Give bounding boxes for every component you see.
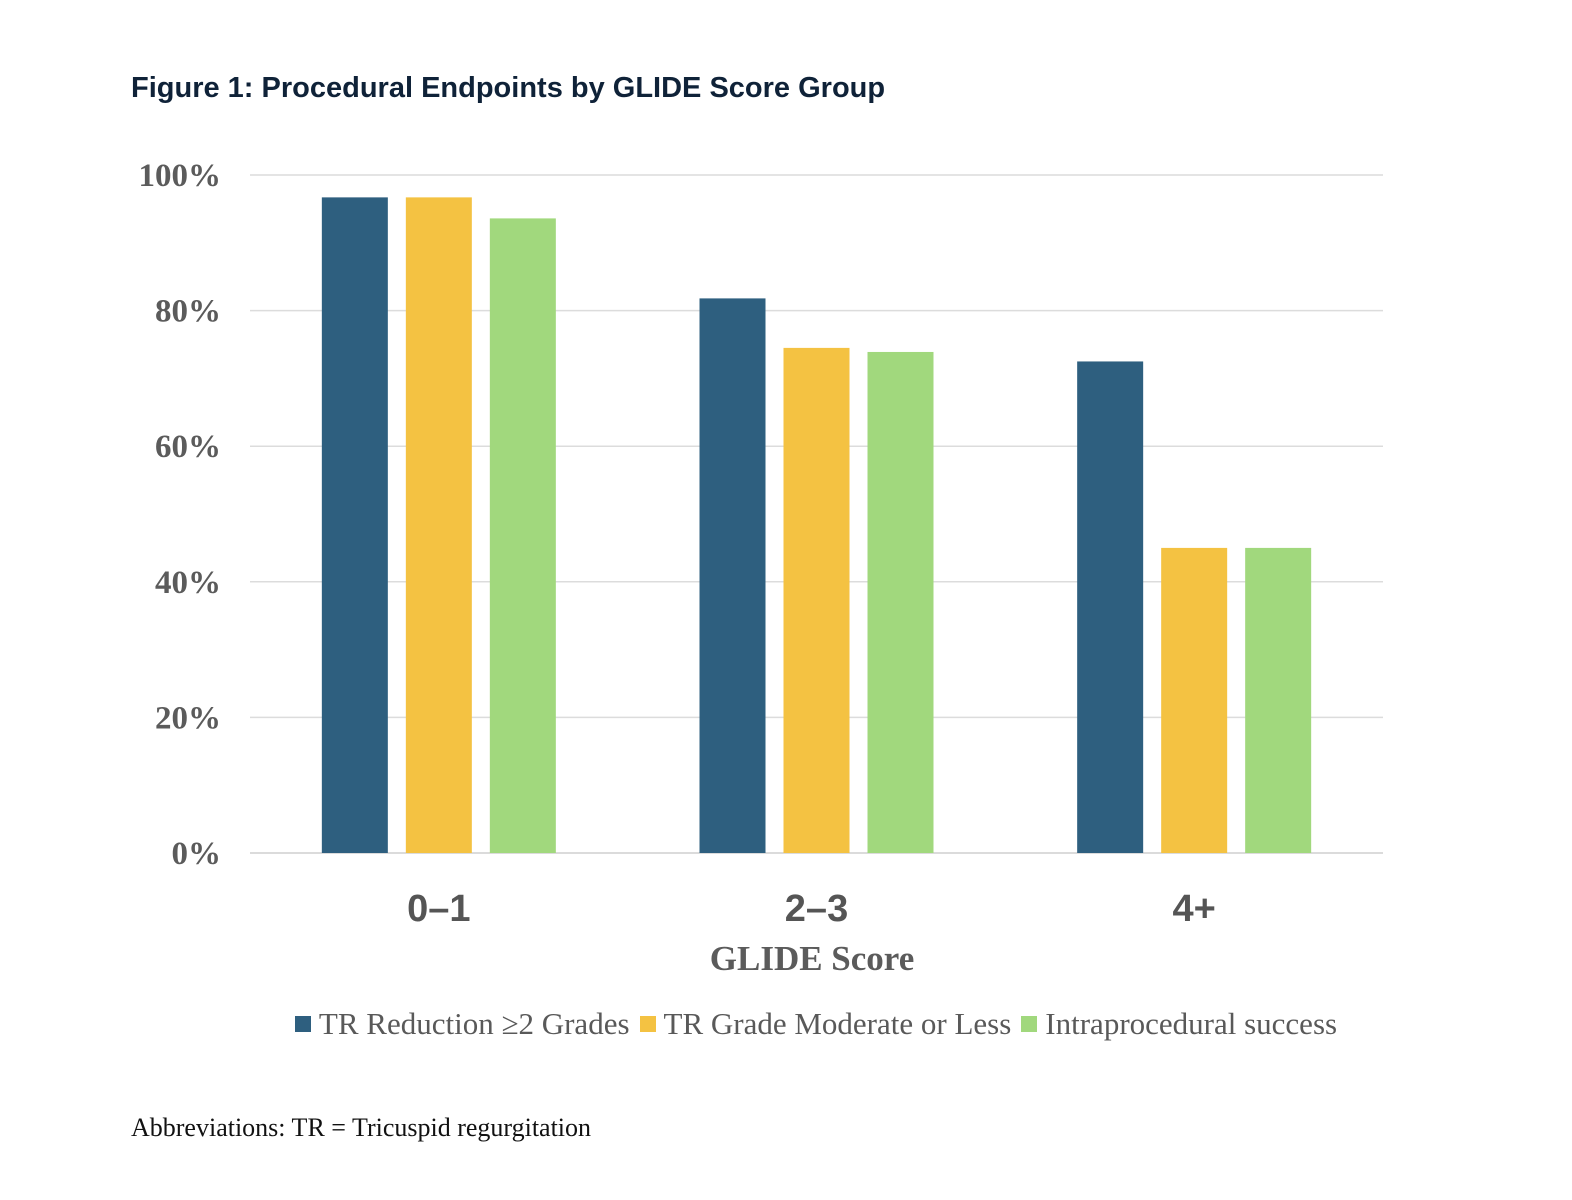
legend-swatch <box>294 1016 311 1032</box>
footnote: Abbreviations: TR = Tricuspid regurgitat… <box>131 1113 592 1142</box>
y-tick-label: 100% <box>139 158 222 194</box>
bars <box>321 197 1312 854</box>
bar-chart: 0% 20% 40% 60% 80% 100% 0–1 2–3 4+ GLIDE Score <box>139 158 1383 978</box>
bar <box>321 197 388 853</box>
legend-item: TR Reduction ≥2 Grades <box>294 1006 630 1042</box>
x-axis-ticks: 0–1 2–3 4+ <box>407 888 1216 930</box>
legend-label: Intraprocedural success <box>1045 1006 1338 1041</box>
x-tick-label: 4+ <box>1173 888 1216 930</box>
x-tick-label: 0–1 <box>407 888 470 930</box>
legend-swatch <box>1021 1016 1038 1032</box>
legend-item: TR Grade Moderate or Less <box>639 1006 1012 1042</box>
y-axis-ticks: 0% 20% 40% 60% 80% 100% <box>139 158 222 872</box>
bar <box>1077 361 1144 853</box>
y-tick-label: 80% <box>155 294 221 330</box>
legend-label: TR Reduction ≥2 Grades <box>318 1006 630 1041</box>
legend-item: Intraprocedural success <box>1021 1006 1337 1042</box>
bar <box>783 347 850 853</box>
x-tick-label: 2–3 <box>785 888 848 930</box>
legend: TR Reduction ≥2 Grades TR Grade Moderate … <box>0 1006 1572 1042</box>
figure-title: Figure 1: Procedural Endpoints by GLIDE … <box>131 72 886 104</box>
x-axis-label: GLIDE Score <box>710 939 915 978</box>
y-tick-label: 20% <box>155 700 221 736</box>
bar <box>405 197 472 853</box>
bar <box>699 298 766 853</box>
bar <box>489 218 556 854</box>
legend-label: TR Grade Moderate or Less <box>663 1006 1012 1041</box>
bar <box>867 351 934 853</box>
bar <box>1245 547 1312 853</box>
bar <box>1161 547 1228 853</box>
legend-swatch <box>639 1016 656 1032</box>
y-tick-label: 40% <box>155 565 221 601</box>
y-tick-label: 0% <box>172 836 222 872</box>
y-tick-label: 60% <box>155 429 221 465</box>
